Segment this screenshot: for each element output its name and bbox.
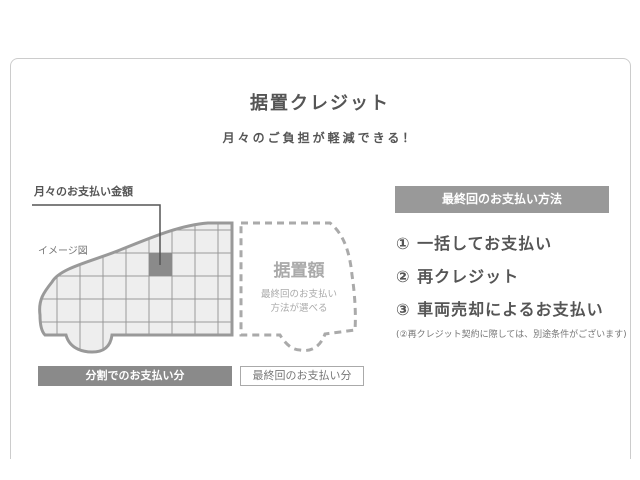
image-label: イメージ図 xyxy=(38,246,88,257)
page-title: 据置クレジット xyxy=(250,93,390,114)
method-item: ③ 車両売却によるお支払い xyxy=(396,300,604,319)
method-item: ② 再クレジット xyxy=(396,267,520,286)
final-payment-label: 最終回のお支払い分 xyxy=(240,366,364,386)
car-outline xyxy=(38,221,234,354)
monthly-payment-label: 月々のお支払い金額 xyxy=(34,185,133,198)
deferred-outline xyxy=(239,221,357,352)
pointer-line xyxy=(32,204,161,265)
installment-label: 分割でのお支払い分 xyxy=(38,366,232,386)
content-card xyxy=(10,58,631,459)
deferred-desc-1: 最終回のお支払い xyxy=(260,289,337,300)
page-subtitle: 月々のご負担が軽減できる！ xyxy=(222,131,418,145)
methods-header: 最終回のお支払い方法 xyxy=(395,186,609,213)
deferred-amount-title: 据置額 xyxy=(273,261,325,281)
method-item: ① 一括してお支払い xyxy=(396,234,553,253)
methods-note: (②再クレジット契約に際しては、別途条件がございます) xyxy=(396,330,627,340)
deferred-desc-2: 方法が選べる xyxy=(270,303,328,314)
